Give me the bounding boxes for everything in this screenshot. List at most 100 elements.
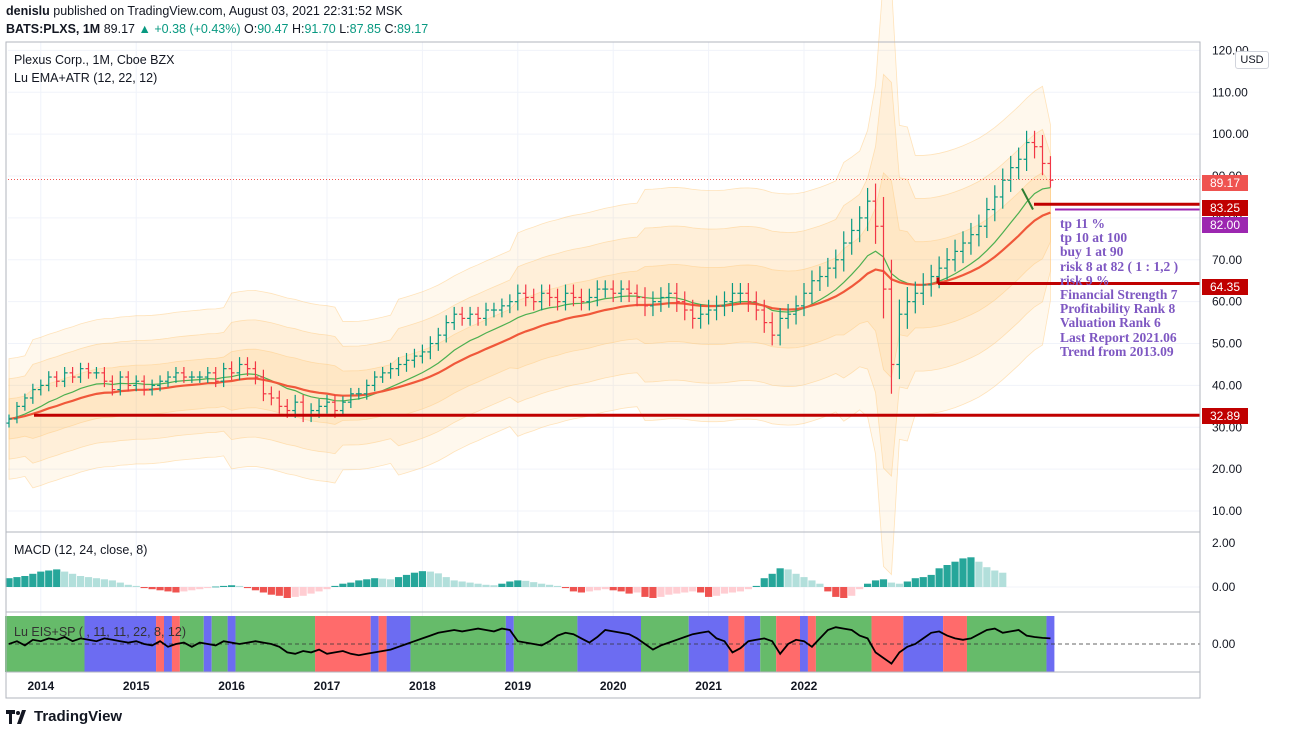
macd-bar	[394, 577, 403, 587]
publisher-name[interactable]: denislu	[6, 4, 50, 18]
macd-bar	[617, 587, 625, 592]
ohlc-bar	[260, 369, 267, 402]
x-tick-label: 2014	[27, 679, 54, 693]
macd-bar	[744, 587, 752, 590]
impulse-segment	[505, 616, 514, 672]
macd-bar	[108, 580, 116, 587]
ohlc-bar	[490, 302, 497, 318]
macd-bar	[188, 587, 196, 591]
macd-histogram	[5, 557, 1007, 598]
symbol-line: BATS:PLXS, 1M 89.17 ▲ +0.38 (+0.43%) O:9…	[6, 22, 428, 36]
tradingview-logo-icon	[6, 710, 26, 725]
ohlc-bar	[665, 283, 672, 308]
note-line: Trend from 2013.09	[1060, 343, 1174, 359]
macd-bar	[363, 579, 371, 587]
eis-line	[8, 626, 1051, 665]
ohlc-bar	[339, 396, 346, 417]
ohlc-bar	[967, 222, 974, 255]
ohlc-bar	[37, 379, 44, 396]
x-tick-label: 2018	[409, 679, 436, 693]
ohlc-bar	[928, 264, 935, 297]
ohlc-bar	[840, 231, 847, 272]
macd-bar	[220, 585, 228, 587]
macd-bar	[283, 587, 291, 598]
macd-bar	[442, 577, 450, 587]
macd-bar	[331, 585, 339, 587]
macd-bar	[212, 586, 220, 588]
macd-bar	[148, 587, 156, 590]
ohlc-bar	[347, 387, 354, 409]
ohlc-bar	[141, 375, 148, 396]
macd-bar	[196, 587, 204, 590]
note-line: Valuation Rank 6	[1060, 315, 1161, 331]
x-tick-label: 2019	[504, 679, 531, 693]
ohlc-bar	[793, 295, 800, 325]
macd-bar	[697, 587, 705, 593]
ohlc-bar	[586, 288, 593, 311]
macd-legend[interactable]: MACD (12, 24, close, 8)	[14, 543, 148, 557]
eis-legend[interactable]: Lu EIS+SP ( , 11, 11, 22, 8, 12)	[14, 625, 186, 639]
macd-bar	[864, 583, 872, 587]
ohlc-bar	[276, 390, 283, 414]
ohlc-bar	[816, 266, 823, 291]
macd-bar	[13, 577, 21, 587]
symbol-name[interactable]: BATS:PLXS, 1M	[6, 22, 101, 36]
ohlc-bar	[133, 375, 140, 392]
x-tick-label: 2021	[695, 679, 722, 693]
macd-bar	[919, 577, 927, 587]
up-arrow-icon: ▲	[138, 22, 151, 36]
ohlc-bar	[952, 239, 959, 272]
note-line: risk 9 %	[1060, 272, 1110, 288]
ohlc-bar	[737, 283, 744, 304]
impulse-segment	[577, 616, 641, 672]
x-tick-label: 2017	[314, 679, 341, 693]
macd-bar	[983, 567, 991, 587]
ohlc-bar	[77, 362, 84, 383]
ohlc-bar	[713, 295, 720, 321]
ohlc-bar	[1047, 156, 1054, 188]
footer-brand[interactable]: TradingView	[6, 708, 122, 725]
note-line: Profitability Rank 8	[1060, 301, 1176, 317]
macd-bar	[371, 578, 379, 587]
macd-bar	[53, 569, 61, 587]
ohlc-bar	[498, 298, 505, 318]
ohlc-bar	[1007, 155, 1014, 192]
macd-bar	[649, 587, 657, 598]
ohlc-bar	[999, 168, 1006, 209]
ohlc-bar	[483, 302, 489, 326]
ohlc-bar	[101, 366, 108, 388]
macd-bar	[553, 585, 562, 587]
currency-badge[interactable]: USD	[1235, 51, 1269, 69]
ohlc-bar	[506, 294, 513, 314]
macd-bar	[625, 587, 633, 594]
note-line: risk 8 at 82 ( 1 : 1,2 )	[1060, 258, 1179, 274]
macd-bar	[689, 587, 697, 592]
macd-bar	[903, 581, 911, 587]
macd-bar	[228, 585, 236, 587]
main-legend-title[interactable]: Plexus Corp., 1M, Cboe BZX	[14, 53, 175, 67]
macd-bar	[657, 587, 665, 597]
ema-atr-legend[interactable]: Lu EMA+ATR (12, 22, 12)	[14, 71, 158, 85]
macd-bar	[474, 583, 482, 587]
macd-bar	[681, 587, 689, 593]
atr-band	[8, 73, 1051, 478]
ohlc-bar	[753, 291, 760, 321]
ohlc-bar	[1015, 147, 1022, 180]
macd-bar	[943, 565, 951, 587]
buy-price-tag: 82.00	[1202, 217, 1248, 233]
ema-slow-line	[8, 211, 1051, 421]
ohlc-bar	[268, 386, 275, 406]
y-tick-label: 70.00	[1212, 253, 1242, 267]
y-tick-label: 20.00	[1212, 462, 1242, 476]
macd-bar	[991, 570, 999, 587]
impulse-segment	[156, 616, 164, 672]
ohlc-bar	[824, 257, 831, 287]
macd-bar	[172, 587, 180, 593]
ohlc-bar	[212, 366, 219, 388]
macd-bar	[577, 587, 585, 593]
x-tick-label: 2015	[123, 679, 150, 693]
macd-bar	[347, 582, 355, 587]
ohlc-bar	[554, 288, 561, 311]
macd-bar	[204, 587, 212, 589]
